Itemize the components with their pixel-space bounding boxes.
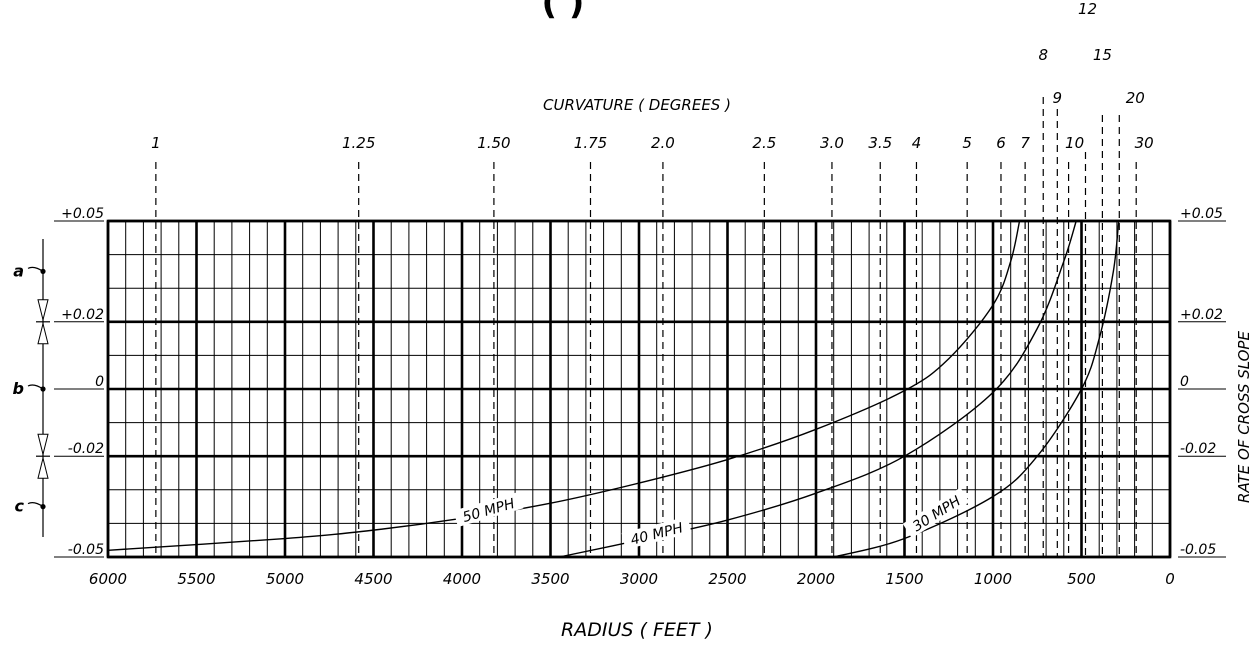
bracket-arrow xyxy=(37,323,49,345)
x-tick-label: 1500 xyxy=(885,570,923,588)
curvature-tick-label: 4 xyxy=(912,134,922,152)
curvature-tick-label: 8 xyxy=(1038,46,1048,64)
y-axis-title: RATE OF CROSS SLOPE xyxy=(1235,331,1253,503)
side-markers: a b c xyxy=(13,239,50,537)
x-tick-label: 5000 xyxy=(266,570,304,588)
x-tick-label: 1000 xyxy=(974,570,1012,588)
curvature-tick-label: 30 xyxy=(1135,134,1154,152)
series-label-backdrop xyxy=(453,491,524,528)
marker-dot xyxy=(40,268,46,274)
curvature-tick-label: 2.0 xyxy=(651,134,675,152)
y-tick-label-left: +0.02 xyxy=(61,307,104,323)
curvature-tick-label: 12 xyxy=(1078,0,1097,18)
marker-label: a xyxy=(13,261,24,280)
figure-title-fragment: ( ) xyxy=(542,0,585,23)
series-line xyxy=(833,220,1120,558)
curvature-tick-label: 5 xyxy=(962,134,972,152)
curvature-tick-label: 6 xyxy=(996,134,1006,152)
x-tick-label: 4000 xyxy=(443,570,481,588)
bracket-arrow xyxy=(37,433,49,455)
x-tick-label: 6000 xyxy=(89,570,127,588)
x-tick-label: 2000 xyxy=(797,570,835,588)
series-label-backdrop xyxy=(902,487,970,539)
curvature-axis: 1 1.25 1.50 1.75 2.0 2.5 3.0 3.5 4 5 6 7 8 9 10 12 15 20 3… xyxy=(151,0,1154,557)
y-tick-label-right: +0.02 xyxy=(1180,307,1223,323)
x-tick-label: 3000 xyxy=(620,570,658,588)
curvature-tick-label: 10 xyxy=(1065,134,1084,152)
curvature-tick-label: 1.50 xyxy=(477,134,510,152)
bracket-arrow xyxy=(37,458,49,479)
y-tick-label-left: 0 xyxy=(95,374,104,390)
y-tick-label-left: +0.05 xyxy=(61,206,104,222)
curvature-tick-label: 1.25 xyxy=(342,134,375,152)
plot-frame xyxy=(106,219,1172,559)
top-axis-title: CURVATURE ( DEGREES ) xyxy=(543,96,731,114)
bracket-arrow xyxy=(37,299,49,320)
y-tick-label-right: +0.05 xyxy=(1180,206,1223,222)
x-tick-label: 0 xyxy=(1165,570,1175,588)
curvature-tick-label: 15 xyxy=(1093,46,1112,64)
x-tick-label: 4500 xyxy=(354,570,392,588)
curvature-tick-label: 3.5 xyxy=(868,134,892,152)
x-tick-label: 5500 xyxy=(177,570,215,588)
series-line xyxy=(107,220,1021,551)
x-axis: 6000 5500 5000 4500 4000 3500 3000 2500 2000 1500… xyxy=(89,570,1175,588)
series-label: 30 MPH xyxy=(910,493,964,535)
curvature-tick-label: 9 xyxy=(1053,89,1063,107)
curvature-tick-label: 20 xyxy=(1126,89,1145,107)
y-tick-label-left: -0.02 xyxy=(68,441,104,457)
curvature-tick-label: 1 xyxy=(151,134,161,152)
marker-label: b xyxy=(13,379,24,398)
y-axis: +0.05 +0.05 +0.02 +0.02 0 0 -0.02 -0.02 -0.05 -0.… xyxy=(54,206,1226,558)
y-tick-label-left: -0.05 xyxy=(68,542,104,558)
series-label-backdrop xyxy=(621,516,692,550)
x-axis-title: RADIUS ( FEET ) xyxy=(561,619,713,641)
curvature-tick-label: 3.0 xyxy=(820,134,844,152)
series-label: 50 MPH xyxy=(461,496,517,526)
y-tick-label-right: 0 xyxy=(1180,374,1189,390)
major-grid xyxy=(106,219,1172,559)
curvature-tick-label: 1.75 xyxy=(574,134,607,152)
marker-label: c xyxy=(15,497,25,516)
marker-dot xyxy=(40,504,46,510)
x-tick-label: 2500 xyxy=(708,570,746,588)
marker-dot xyxy=(40,386,46,392)
y-tick-label-right: -0.02 xyxy=(1180,441,1216,457)
x-tick-label: 3500 xyxy=(531,570,569,588)
curvature-tick-label: 7 xyxy=(1020,134,1030,152)
x-tick-label: 500 xyxy=(1067,570,1096,588)
curvature-tick-label: 2.5 xyxy=(752,134,776,152)
y-tick-label-right: -0.05 xyxy=(1180,542,1216,558)
